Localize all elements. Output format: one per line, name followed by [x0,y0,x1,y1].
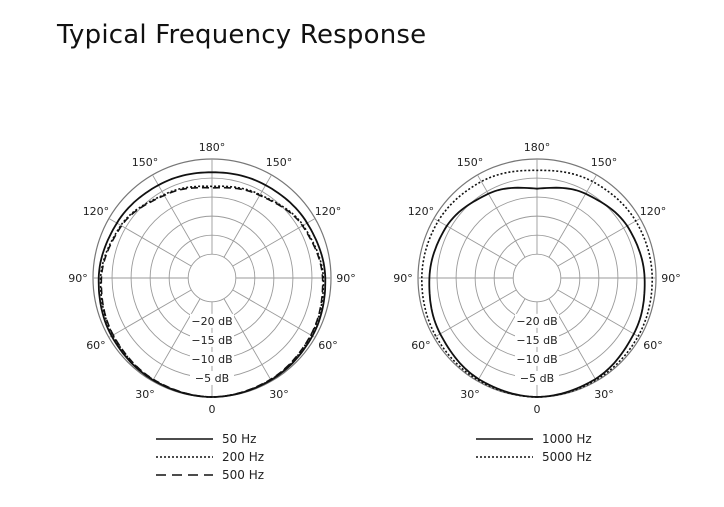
legend-label: 50 Hz [222,432,256,446]
angle-tick-label: 120° [408,205,435,218]
radial-tick-label: −10 dB [516,353,557,366]
radial-tick-label: −15 dB [191,334,232,347]
grid-spoke [108,218,192,267]
angle-tick-label: 120° [83,205,110,218]
polar-chart-1: 0 30° 60° 90° 120° 150° 180° 150° 120° 90° 60° 30° −… [68,141,356,482]
angle-tick-label: 150° [591,156,618,169]
grid-spoke [477,174,526,258]
polar-chart-2: 0 30° 60° 90° 120° 150° 180° 150° 120° 90° 60° 30° −… [393,141,681,464]
angle-tick-label: 60° [411,339,431,352]
radial-tick-label: −20 dB [191,315,232,328]
legend: 50 Hz 200 Hz 500 Hz [156,432,264,482]
angle-tick-label: 30° [269,388,289,401]
angle-tick-label: 180° [524,141,551,154]
radial-tick-label: −5 dB [520,372,554,385]
grid-spoke [433,289,517,338]
angle-tick-label: 90° [661,272,681,285]
angle-tick-label: 90° [336,272,356,285]
db-label-bg [515,313,559,328]
angle-tick-label: 30° [594,388,614,401]
series-line-1000-hz [428,186,646,398]
grid-spoke [548,174,597,258]
grid-spoke [223,298,272,382]
angle-tick-label: 60° [643,339,663,352]
angle-tick-label: 180° [199,141,226,154]
db-label-bg [190,370,234,385]
legend-label: 1000 Hz [542,432,592,446]
grid-spoke [557,218,641,267]
series-line-200-hz [99,185,325,398]
db-label-bg [515,370,559,385]
angle-tick-label: 90° [68,272,88,285]
series-line-50-hz [97,171,327,398]
radial-tick-label: −10 dB [191,353,232,366]
legend-label: 500 Hz [222,468,264,482]
grid-spoke [548,298,597,382]
legend-label: 5000 Hz [542,450,592,464]
angle-tick-label: 90° [393,272,413,285]
legend-label: 200 Hz [222,450,264,464]
angle-tick-label: 60° [86,339,106,352]
radial-tick-label: −20 dB [516,315,557,328]
db-label-bg [190,351,234,366]
angle-tick-label: 60° [318,339,338,352]
angle-tick-label: 30° [460,388,480,401]
db-label-bg [515,351,559,366]
angle-tick-label: 150° [266,156,293,169]
angle-tick-label: 0 [534,403,541,416]
db-label-bg [190,313,234,328]
radial-tick-label: −5 dB [195,372,229,385]
angle-tick-label: 150° [132,156,159,169]
grid-spoke [477,298,526,382]
grid-spoke [108,289,192,338]
radial-tick-label: −15 dB [516,334,557,347]
page-title: Typical Frequency Response [57,20,427,50]
angle-tick-label: 120° [315,205,342,218]
grid-ring [512,253,562,303]
grid-spoke [232,289,316,338]
legend: 1000 Hz 5000 Hz [476,432,592,464]
angle-tick-label: 150° [457,156,484,169]
angle-tick-label: 120° [640,205,667,218]
series-line-5000-hz [421,169,653,398]
angle-tick-label: 30° [135,388,155,401]
grid-spoke [232,218,316,267]
grid-spoke [152,298,201,382]
grid-spoke [433,218,517,267]
series-line-500-hz [100,186,324,398]
grid-spoke [223,174,272,258]
db-label-bg [190,332,234,347]
grid-spoke [152,174,201,258]
grid-spoke [557,289,641,338]
grid-ring [187,253,237,303]
angle-tick-label: 0 [209,403,216,416]
db-label-bg [515,332,559,347]
